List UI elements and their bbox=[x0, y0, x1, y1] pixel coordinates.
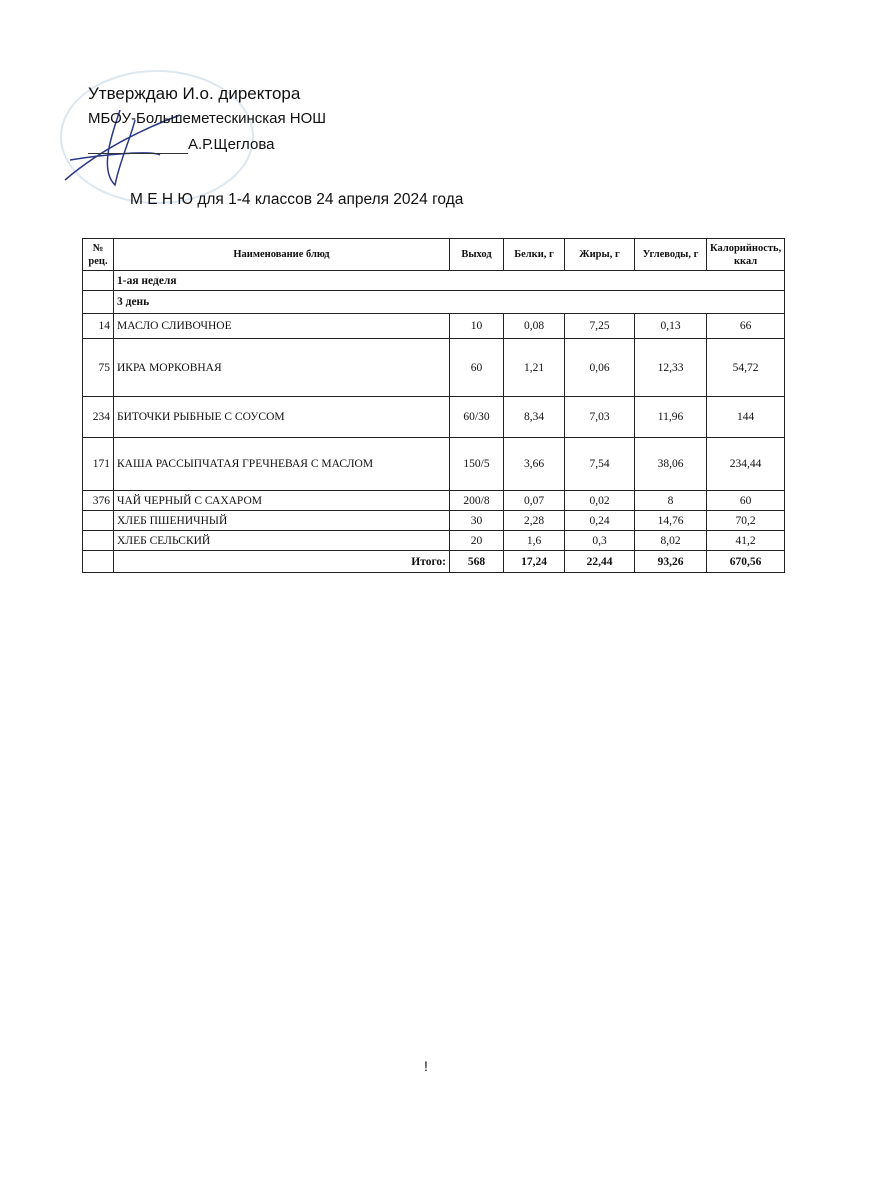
cell-fat: 0,24 bbox=[564, 510, 635, 531]
header-rec: № рец. bbox=[82, 238, 114, 271]
cell-out: 20 bbox=[449, 530, 504, 551]
cell-name: ИКРА МОРКОВНАЯ bbox=[113, 338, 450, 397]
cell-carb: 0,13 bbox=[634, 313, 707, 339]
cell-fat: 0,3 bbox=[564, 530, 635, 551]
total-fat: 22,44 bbox=[564, 550, 635, 573]
header-name: Наименование блюд bbox=[113, 238, 450, 271]
cell-carb: 12,33 bbox=[634, 338, 707, 397]
cell-name: КАША РАССЫПЧАТАЯ ГРЕЧНЕВАЯ С МАСЛОМ bbox=[113, 437, 450, 491]
header-kcal: Калорийность, ккал bbox=[705, 238, 786, 271]
cell-prot: 1,21 bbox=[503, 338, 565, 397]
cell-rec: 75 bbox=[82, 338, 114, 397]
cell-rec bbox=[82, 530, 114, 551]
cell-kcal: 54,72 bbox=[705, 338, 786, 397]
day-row: 3 день bbox=[82, 290, 786, 314]
cell-prot: 2,28 bbox=[503, 510, 565, 531]
total-out: 568 bbox=[449, 550, 504, 573]
scan-mark: ! bbox=[424, 1058, 428, 1074]
cell-carb: 38,06 bbox=[634, 437, 707, 491]
cell-out: 150/5 bbox=[449, 437, 504, 491]
approval-line-1: Утверждаю И.о. директора bbox=[88, 84, 301, 103]
total-row: Итого: 568 17,24 22,44 93,26 670,56 bbox=[82, 550, 786, 573]
menu-table: № рец. Наименование блюд Выход Белки, г … bbox=[82, 238, 786, 573]
cell-rec: 376 bbox=[82, 490, 114, 511]
stamp bbox=[60, 70, 254, 204]
header-carb: Углеводы, г bbox=[634, 238, 707, 271]
table-row: 376 ЧАЙ ЧЕРНЫЙ С САХАРОМ 200/8 0,07 0,02 8 60 bbox=[82, 490, 786, 511]
table-row: 171 КАША РАССЫПЧАТАЯ ГРЕЧНЕВАЯ С МАСЛОМ 15… bbox=[82, 437, 786, 491]
week-label: 1-ая неделя bbox=[112, 270, 786, 291]
cell-name: БИТОЧКИ РЫБНЫЕ С СОУСОМ bbox=[113, 396, 450, 438]
cell-fat: 7,54 bbox=[564, 437, 635, 491]
approval-line-3: А.Р.Щеглова bbox=[188, 136, 275, 153]
approval-line-2: МБОУ-Большеметескинская НОШ bbox=[88, 110, 327, 127]
total-label: Итого: bbox=[113, 550, 450, 573]
cell-prot: 0,07 bbox=[503, 490, 565, 511]
cell-kcal: 144 bbox=[705, 396, 786, 438]
header-fat: Жиры, г bbox=[564, 238, 635, 271]
cell-out: 10 bbox=[449, 313, 504, 339]
cell-out: 60/30 bbox=[449, 396, 504, 438]
cell-kcal: 70,2 bbox=[705, 510, 786, 531]
day-label: 3 день bbox=[112, 290, 786, 314]
cell-kcal: 41,2 bbox=[705, 530, 786, 551]
cell-carb: 8,02 bbox=[634, 530, 707, 551]
cell-prot: 3,66 bbox=[503, 437, 565, 491]
header-prot: Белки, г bbox=[503, 238, 565, 271]
signature-line bbox=[88, 153, 188, 154]
table-row: ХЛЕБ ПШЕНИЧНЫЙ 30 2,28 0,24 14,76 70,2 bbox=[82, 510, 786, 531]
cell-name: МАСЛО СЛИВОЧНОЕ bbox=[113, 313, 450, 339]
table-row: 14 МАСЛО СЛИВОЧНОЕ 10 0,08 7,25 0,13 66 bbox=[82, 313, 786, 339]
total-prot: 17,24 bbox=[503, 550, 565, 573]
cell-name: ХЛЕБ СЕЛЬСКИЙ bbox=[113, 530, 450, 551]
table-row: ХЛЕБ СЕЛЬСКИЙ 20 1,6 0,3 8,02 41,2 bbox=[82, 530, 786, 551]
total-carb: 93,26 bbox=[634, 550, 707, 573]
table-row: 234 БИТОЧКИ РЫБНЫЕ С СОУСОМ 60/30 8,34 7,03 1… bbox=[82, 396, 786, 438]
cell-fat: 0,06 bbox=[564, 338, 635, 397]
header-row: № рец. Наименование блюд Выход Белки, г … bbox=[82, 238, 786, 271]
cell-kcal: 60 bbox=[705, 490, 786, 511]
cell-rec: 14 bbox=[82, 313, 114, 339]
cell-out: 60 bbox=[449, 338, 504, 397]
cell-prot: 1,6 bbox=[503, 530, 565, 551]
cell-out: 30 bbox=[449, 510, 504, 531]
cell-carb: 14,76 bbox=[634, 510, 707, 531]
cell-kcal: 234,44 bbox=[705, 437, 786, 491]
cell-fat: 7,25 bbox=[564, 313, 635, 339]
cell-name: ЧАЙ ЧЕРНЫЙ С САХАРОМ bbox=[113, 490, 450, 511]
cell-prot: 0,08 bbox=[503, 313, 565, 339]
cell-out: 200/8 bbox=[449, 490, 504, 511]
cell-rec bbox=[82, 510, 114, 531]
table-row: 75 ИКРА МОРКОВНАЯ 60 1,21 0,06 12,33 54,72 bbox=[82, 338, 786, 397]
week-row: 1-ая неделя bbox=[82, 270, 786, 291]
cell-rec: 234 bbox=[82, 396, 114, 438]
header-out: Выход bbox=[449, 238, 504, 271]
cell-carb: 8 bbox=[634, 490, 707, 511]
cell-fat: 7,03 bbox=[564, 396, 635, 438]
total-kcal: 670,56 bbox=[705, 550, 786, 573]
cell-name: ХЛЕБ ПШЕНИЧНЫЙ bbox=[113, 510, 450, 531]
cell-kcal: 66 bbox=[705, 313, 786, 339]
cell-carb: 11,96 bbox=[634, 396, 707, 438]
cell-prot: 8,34 bbox=[503, 396, 565, 438]
page-title: М Е Н Ю для 1-4 классов 24 апреля 2024 г… bbox=[130, 191, 464, 208]
cell-fat: 0,02 bbox=[564, 490, 635, 511]
cell-rec: 171 bbox=[82, 437, 114, 491]
